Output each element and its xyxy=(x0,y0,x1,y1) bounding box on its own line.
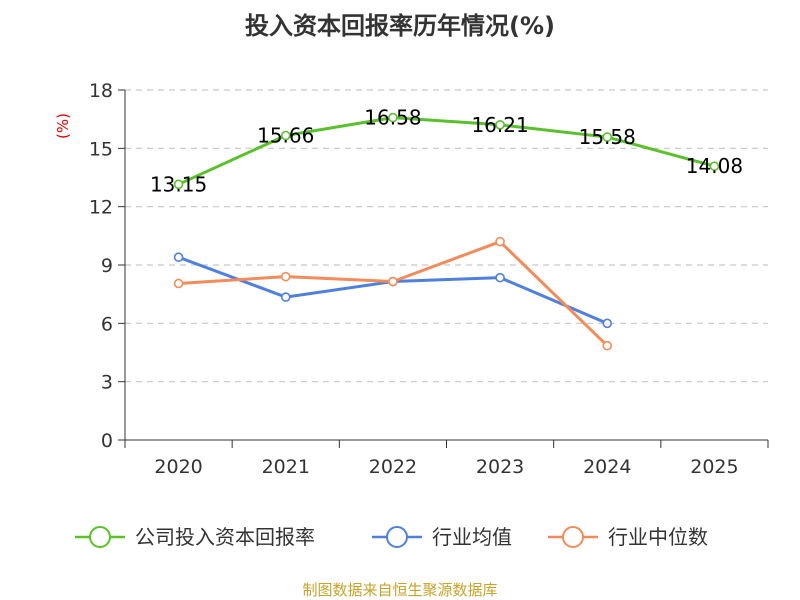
data-label-2022: 16.58 xyxy=(364,106,421,130)
legend-label-0: 公司投入资本回报率 xyxy=(135,525,315,549)
data-label-2024: 15.58 xyxy=(579,125,636,149)
point-s1-2020 xyxy=(173,252,184,263)
point-s0-2025 xyxy=(709,161,720,172)
legend: 公司投入资本回报率 行业均值 行业中位数 xyxy=(75,525,708,549)
point-s0-2024 xyxy=(602,132,613,142)
x-tick-label-2024: 2024 xyxy=(583,456,631,478)
y-tick-label-0: 0 xyxy=(101,430,113,452)
x-tick-label-2025: 2025 xyxy=(690,456,738,478)
legend-marker-1 xyxy=(386,526,408,548)
y-tick-label-6: 6 xyxy=(101,313,113,335)
legend-marker-0 xyxy=(89,526,111,548)
data-label-2021: 15.66 xyxy=(257,124,314,148)
data-label-2025: 14.08 xyxy=(686,154,743,178)
series-line-1 xyxy=(178,255,608,325)
point-s2-2024 xyxy=(602,340,613,351)
legend-marker-2 xyxy=(562,526,584,548)
legend-label-2: 行业中位数 xyxy=(608,525,708,549)
axes: 0 3 6 9 12 15 18 2020 2021 2022 2023 2024 2025 xyxy=(89,80,769,478)
point-s2-2020 xyxy=(173,278,184,289)
y-tick-label-18: 18 xyxy=(89,80,113,102)
series-line-2 xyxy=(178,240,609,347)
source-credit: 制图数据来自恒生聚源数据库 xyxy=(302,581,497,599)
y-tick-label-12: 12 xyxy=(89,197,113,219)
point-s2-2023 xyxy=(495,236,505,247)
x-tick-label-2021: 2021 xyxy=(262,456,310,478)
point-s2-2022 xyxy=(388,276,398,287)
point-s2-2021 xyxy=(280,271,291,282)
series-line-0 xyxy=(177,116,715,186)
data-labels: 13.15 15.66 16.58 16.21 15.58 14.08 xyxy=(150,106,743,197)
x-tick-label-2023: 2023 xyxy=(476,456,524,478)
data-label-2023: 16.21 xyxy=(471,113,528,137)
legend-label-1: 行业均值 xyxy=(432,525,512,549)
point-s0-2022 xyxy=(388,112,398,123)
y-tick-label-3: 3 xyxy=(101,372,113,394)
data-label-2020: 13.15 xyxy=(150,172,207,196)
point-s0-2023 xyxy=(495,120,505,130)
point-s1-2024 xyxy=(602,318,613,329)
x-tick-label-2022: 2022 xyxy=(369,456,417,478)
point-s0-2020 xyxy=(173,179,184,190)
point-s0-2021 xyxy=(280,130,291,141)
y-tick-label-15: 15 xyxy=(89,138,113,160)
x-tick-label-2020: 2020 xyxy=(154,456,202,478)
point-s1-2021 xyxy=(280,292,291,302)
point-s1-2023 xyxy=(495,272,505,283)
y-tick-label-9: 9 xyxy=(101,255,113,277)
y-axis-unit: (%) xyxy=(54,113,72,139)
series-layer xyxy=(173,112,720,351)
grid-lines xyxy=(125,89,768,383)
chart-title: 投入资本回报率历年情况(%) xyxy=(245,12,555,40)
